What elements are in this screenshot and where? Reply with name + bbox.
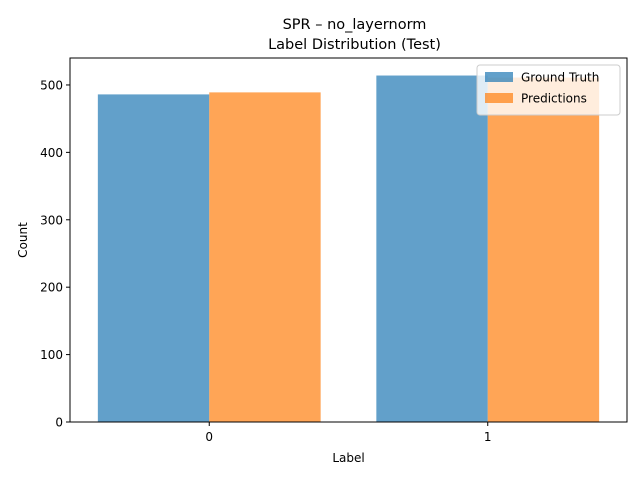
legend-swatch-predictions (485, 93, 513, 103)
y-tick-label: 500 (40, 78, 63, 92)
x-axis-label: Label (332, 451, 364, 465)
legend-label: Ground Truth (521, 71, 599, 85)
y-axis: 0 100 200 300 400 500 (40, 78, 70, 430)
y-tick-label: 0 (55, 416, 63, 430)
bar-ground-truth-0 (97, 94, 210, 423)
legend-swatch-ground-truth (485, 72, 513, 82)
y-tick-label: 100 (40, 348, 63, 362)
y-axis-label: Count (16, 222, 30, 258)
x-tick-label: 0 (205, 430, 213, 444)
bar-ground-truth-1 (376, 75, 488, 422)
bars-group (97, 75, 600, 423)
bar-predictions-0 (209, 92, 321, 422)
plot-frame (69, 57, 628, 423)
bar-predictions-1 (487, 77, 600, 422)
chart-subtitle: Label Distribution (Test) (268, 37, 441, 53)
y-tick-label: 300 (40, 213, 63, 227)
y-tick-label: 400 (40, 146, 63, 160)
chart-title: SPR – no_layernorm (283, 17, 427, 33)
y-tick-label: 200 (40, 281, 63, 295)
x-tick-label: 1 (484, 430, 492, 444)
legend: Ground Truth Predictions (476, 64, 621, 116)
legend-label: Predictions (521, 92, 587, 106)
